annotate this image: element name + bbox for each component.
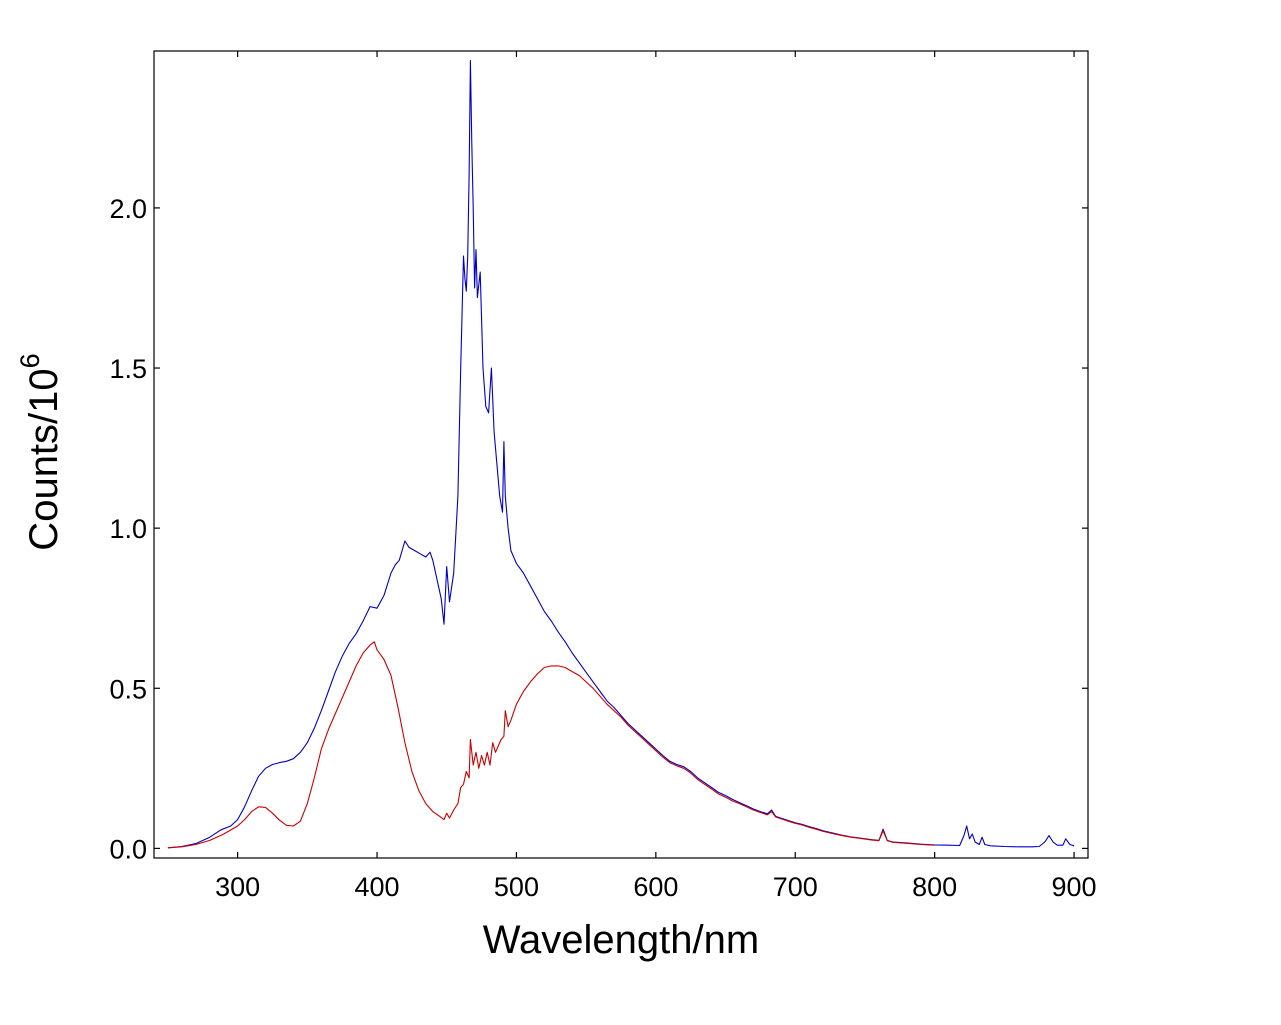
series-line-red xyxy=(167,641,935,849)
y-axis-title-exponent: 6 xyxy=(15,353,45,368)
y-tick-label: 0.0 xyxy=(109,834,147,864)
x-tick-label: 300 xyxy=(215,872,260,902)
plot-frame xyxy=(153,50,1089,859)
y-axis-title-text: Counts/10 xyxy=(22,368,66,550)
y-axis-title-base: Counts/106 xyxy=(15,353,66,550)
x-tick-label: 800 xyxy=(912,872,957,902)
series-group xyxy=(167,60,1075,849)
y-axis-title: Counts/106 xyxy=(15,353,66,550)
y-tick-label: 1.5 xyxy=(109,354,147,384)
x-tick-label: 500 xyxy=(494,872,539,902)
y-tick-label: 1.0 xyxy=(109,514,147,544)
x-axis-title: Wavelength/nm xyxy=(483,918,759,962)
ticks-group: 300 400 500 600 700 800 900 0.0 0.5 1.0 1.5 2.0 xyxy=(109,51,1097,902)
x-tick-label: 900 xyxy=(1052,872,1097,902)
y-tick-label: 2.0 xyxy=(109,194,147,224)
x-tick-label: 700 xyxy=(773,872,818,902)
plot-area: 300 400 500 600 700 800 900 0.0 0.5 1.0 1.5 2.0 xyxy=(109,50,1097,902)
x-tick-label: 600 xyxy=(633,872,678,902)
y-tick-label: 0.5 xyxy=(109,674,147,704)
x-tick-label: 400 xyxy=(355,872,400,902)
